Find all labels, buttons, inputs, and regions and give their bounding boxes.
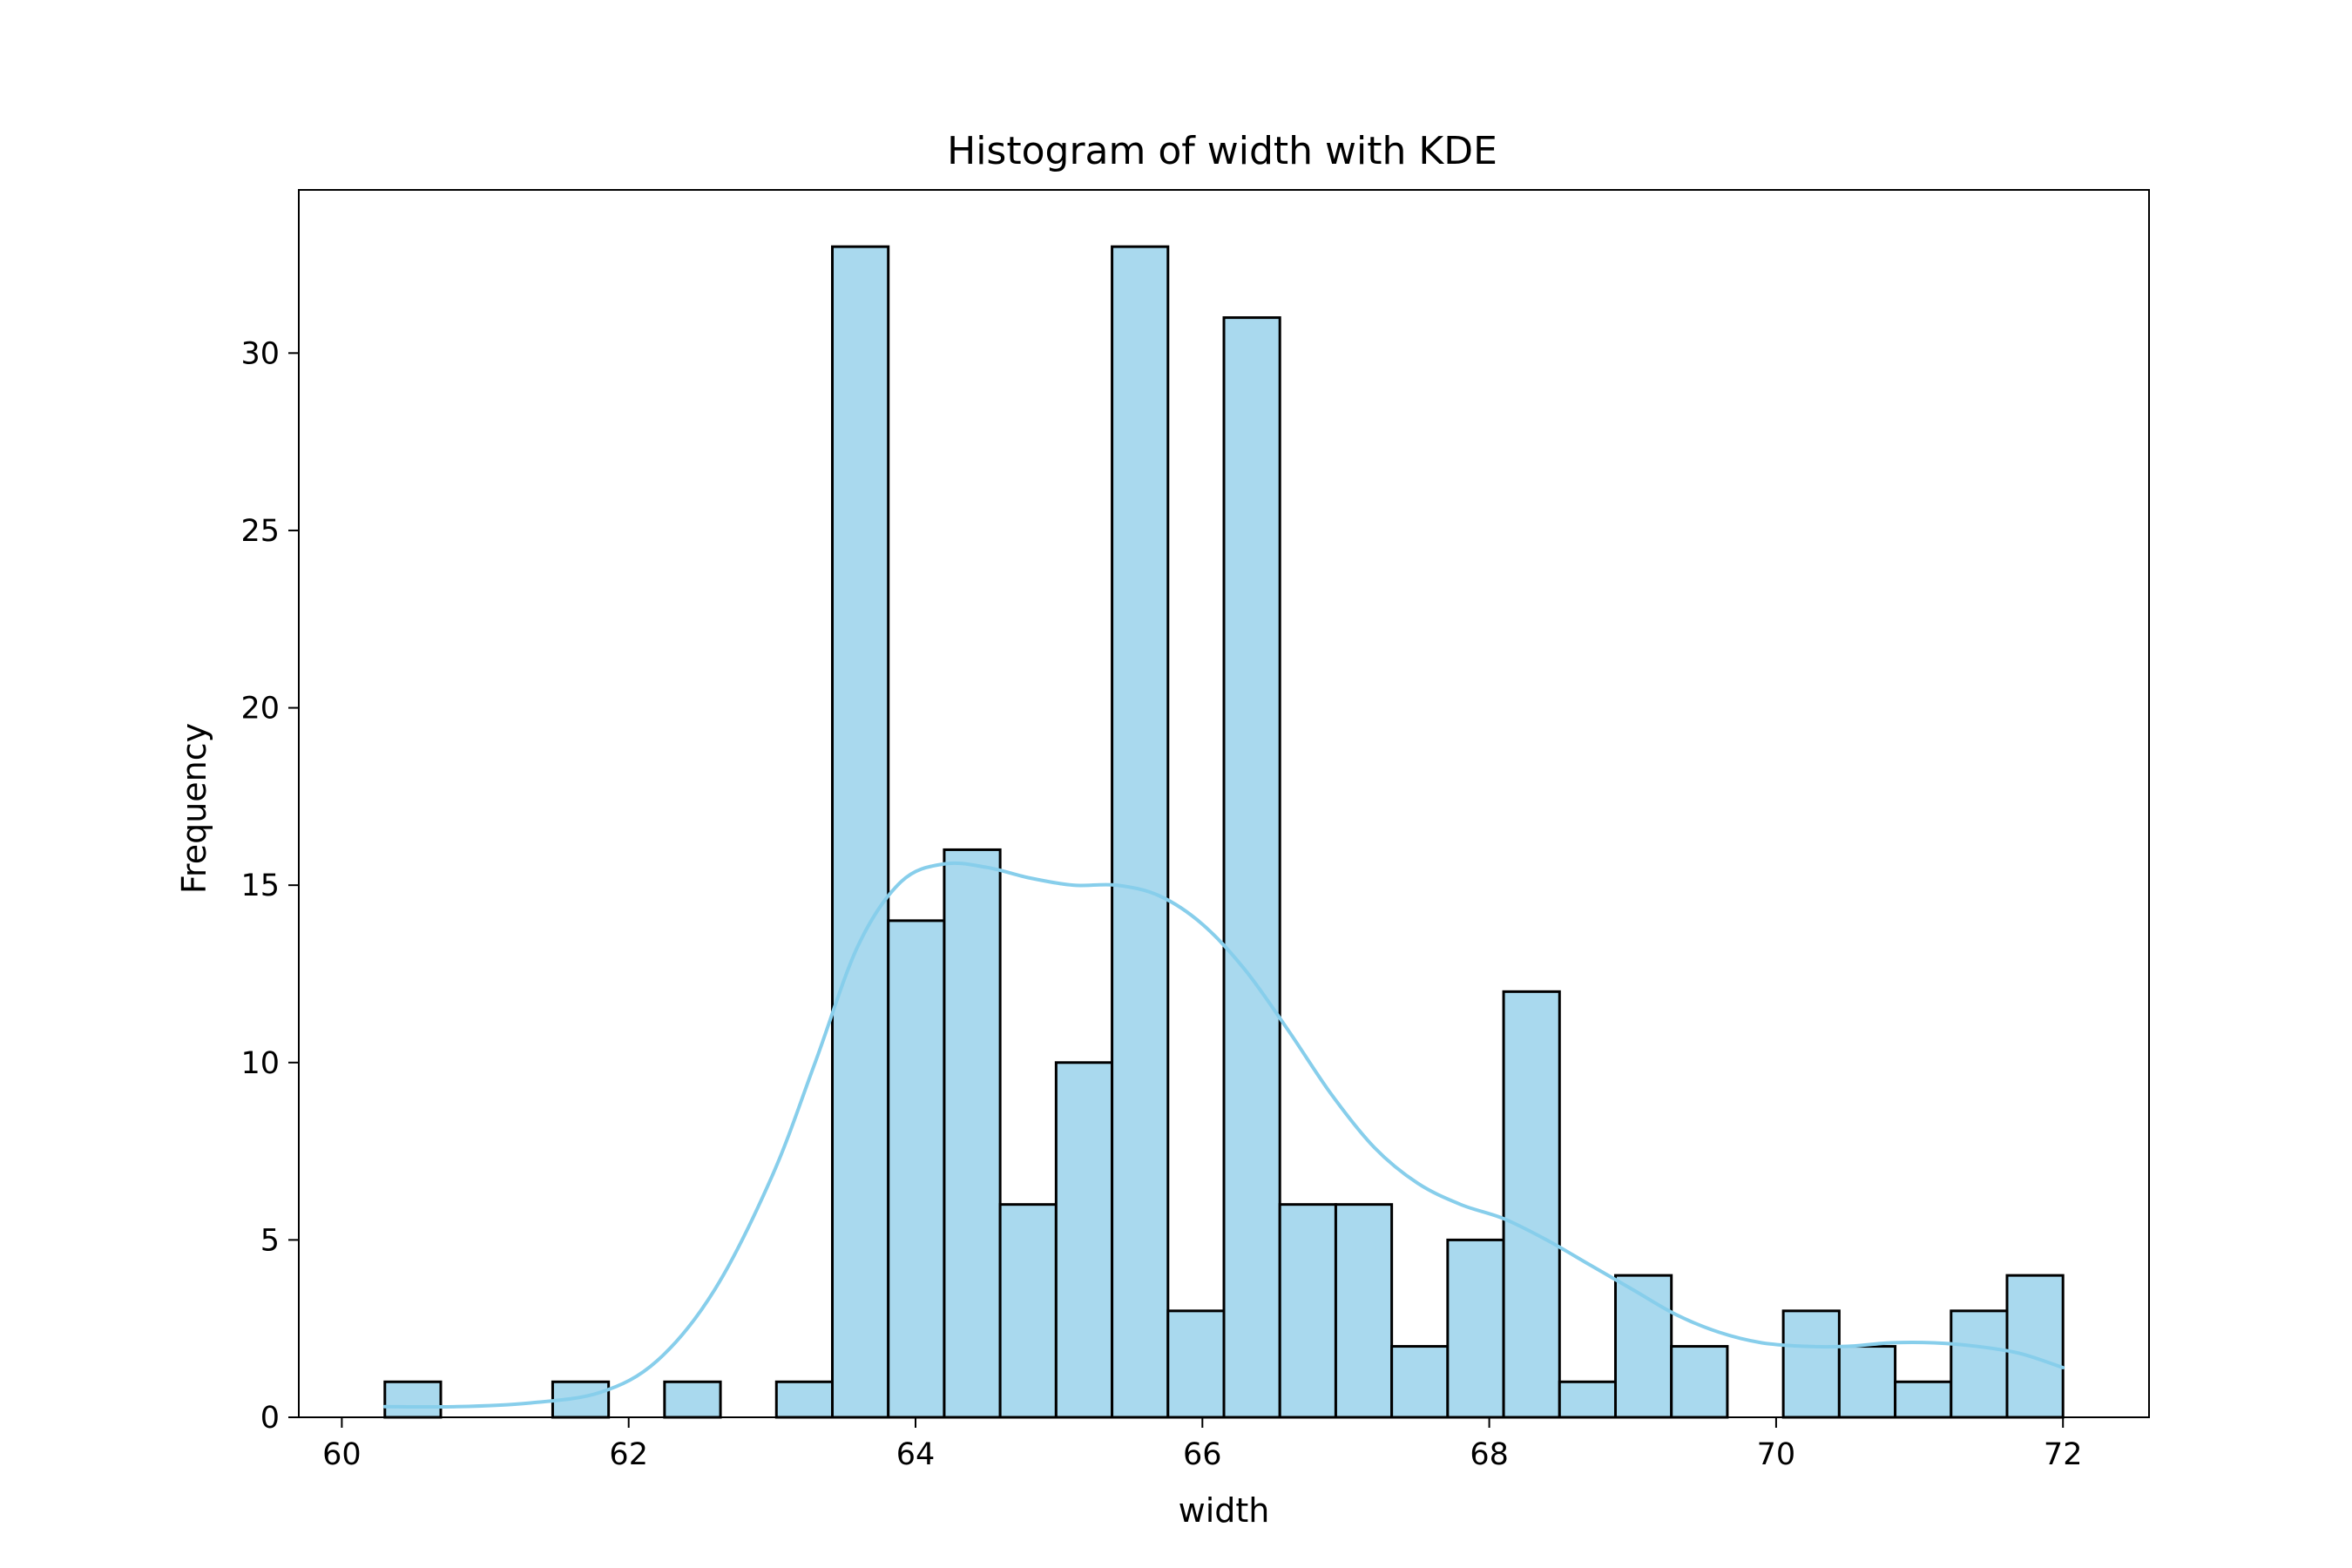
histogram-bar bbox=[1558, 1380, 1617, 1419]
x-tick-label: 70 bbox=[1757, 1437, 1796, 1472]
histogram-bar bbox=[1054, 1061, 1114, 1419]
histogram-bar bbox=[1894, 1380, 1953, 1419]
histogram-bar bbox=[1613, 1274, 1673, 1419]
y-tick-label: 15 bbox=[240, 868, 280, 903]
y-tick-label: 20 bbox=[240, 692, 280, 727]
histogram-bar bbox=[1111, 245, 1170, 1419]
histogram-bar bbox=[1334, 1203, 1394, 1419]
histogram-bar bbox=[2005, 1274, 2065, 1419]
kde-layer bbox=[382, 861, 2065, 1409]
x-tick-label: 66 bbox=[1183, 1437, 1222, 1472]
histogram-bar bbox=[831, 245, 890, 1419]
bars-layer bbox=[383, 245, 2065, 1419]
y-axis: 0 5 10 15 20 25 30 bbox=[240, 336, 299, 1436]
kde-line bbox=[382, 861, 2065, 1409]
histogram-bar bbox=[1950, 1309, 2009, 1419]
histogram-bar bbox=[774, 1380, 835, 1419]
histogram-bar bbox=[1390, 1345, 1450, 1419]
histogram-bar bbox=[1446, 1238, 1505, 1419]
y-axis-label: Frequency bbox=[175, 723, 213, 894]
histogram-bar bbox=[663, 1380, 722, 1419]
histogram-bar bbox=[1502, 990, 1561, 1419]
histogram-bar bbox=[943, 848, 1002, 1419]
y-tick-label: 30 bbox=[240, 336, 280, 371]
histogram-bar bbox=[998, 1203, 1058, 1419]
y-tick-label: 25 bbox=[240, 514, 280, 549]
histogram-bar bbox=[1222, 316, 1281, 1419]
histogram-bar bbox=[1781, 1309, 1841, 1419]
histogram-bar bbox=[887, 919, 946, 1419]
histogram-bar bbox=[1278, 1203, 1337, 1419]
x-tick-label: 62 bbox=[609, 1437, 648, 1472]
x-tick-label: 60 bbox=[322, 1437, 362, 1472]
x-tick-label: 64 bbox=[896, 1437, 936, 1472]
x-tick-label: 72 bbox=[2044, 1437, 2083, 1472]
chart-title: Histogram of width with KDE bbox=[947, 129, 1497, 173]
plot-frame bbox=[298, 189, 2150, 1418]
histogram-bar bbox=[1837, 1345, 1897, 1419]
histogram-bar bbox=[383, 1380, 443, 1419]
y-tick-label: 10 bbox=[240, 1046, 280, 1081]
histogram-bar bbox=[1670, 1345, 1729, 1419]
x-axis: 60 62 64 66 68 70 72 bbox=[322, 1417, 2082, 1472]
x-axis-label: width bbox=[1179, 1491, 1270, 1530]
y-tick-label: 0 bbox=[260, 1401, 280, 1436]
histogram-bar bbox=[1166, 1309, 1226, 1419]
x-tick-label: 68 bbox=[1470, 1437, 1509, 1472]
y-tick-label: 5 bbox=[260, 1223, 280, 1258]
